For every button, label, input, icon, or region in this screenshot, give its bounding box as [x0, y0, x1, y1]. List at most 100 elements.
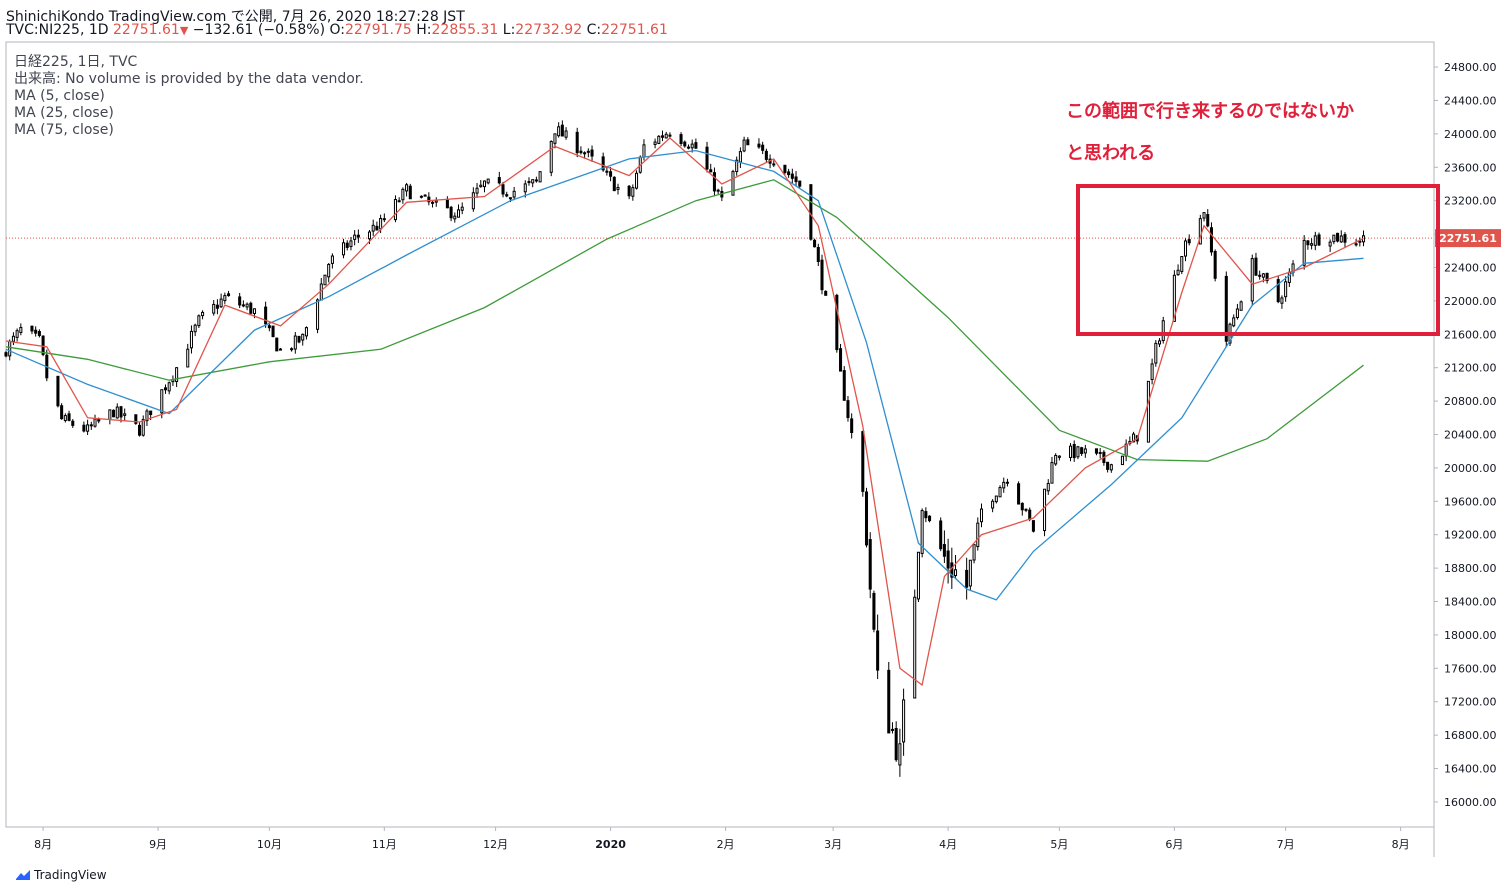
- candle-body: [549, 140, 553, 173]
- candle-body: [71, 420, 75, 426]
- candle-body: [1202, 212, 1206, 219]
- candle-body: [1005, 481, 1009, 484]
- candle-body: [1161, 320, 1165, 342]
- candle-body: [1187, 239, 1191, 244]
- candle-body: [1083, 448, 1087, 454]
- tradingview-branding[interactable]: TradingView: [16, 868, 107, 882]
- ma75-line: [5, 179, 1364, 462]
- candle-body: [1057, 455, 1061, 458]
- candle-body: [89, 424, 93, 427]
- candle-body: [660, 135, 665, 138]
- range-highlight-box: [1076, 184, 1440, 336]
- candle-body: [1154, 342, 1158, 364]
- candle-body: [408, 185, 412, 200]
- candle-body: [872, 592, 876, 630]
- candle-body: [471, 192, 475, 210]
- candle-body: [249, 302, 253, 314]
- candle-body: [97, 419, 101, 422]
- candle-body: [275, 337, 279, 352]
- candle-body: [816, 246, 820, 262]
- time-tick-label: 12月: [483, 838, 508, 851]
- candle-body: [842, 370, 846, 401]
- candle-body: [1265, 272, 1269, 282]
- candle-body: [342, 242, 346, 256]
- ohlc-header: TVC:NI225, 1D 22751.61▼ −132.61 (−0.58%)…: [6, 22, 668, 38]
- price-tick-label: 23600.00: [1444, 161, 1497, 174]
- candle-body: [991, 500, 995, 509]
- candle-body: [998, 487, 1002, 498]
- candle-body: [138, 424, 142, 436]
- time-tick-label: 6月: [1165, 838, 1183, 851]
- candle-body: [902, 699, 906, 743]
- candle-body: [327, 263, 331, 278]
- legend-ma25[interactable]: MA (25, close): [14, 105, 114, 121]
- candle-body: [534, 179, 538, 182]
- candle-body: [890, 728, 894, 731]
- low-label: L:: [502, 22, 516, 38]
- candle-body: [1287, 271, 1291, 283]
- candle-body: [913, 596, 917, 699]
- high-label: H:: [416, 22, 432, 38]
- candle-body: [1358, 240, 1362, 243]
- candle-body: [163, 387, 168, 391]
- candle-body: [241, 304, 245, 307]
- candle-body: [482, 180, 486, 188]
- candle-body: [1172, 274, 1176, 322]
- candle-body: [67, 413, 71, 421]
- low-value: 22732.92: [515, 22, 583, 38]
- candle-body: [160, 389, 164, 414]
- candle-body: [1250, 258, 1254, 302]
- candle-body: [227, 293, 231, 297]
- candle-body: [1239, 301, 1243, 311]
- candle-body: [82, 424, 86, 432]
- candle-body: [215, 304, 219, 309]
- candle-body: [1080, 447, 1084, 454]
- close-label: C:: [586, 22, 602, 38]
- legend-ma75[interactable]: MA (75, close): [14, 122, 114, 138]
- candle-body: [189, 330, 193, 349]
- price-tick-label: 18400.00: [1444, 596, 1497, 609]
- legend-title[interactable]: 日経225, 1日, TVC: [14, 54, 138, 70]
- price-tick-label: 16000.00: [1444, 796, 1497, 809]
- candle-body: [134, 414, 138, 424]
- candle-body: [252, 308, 257, 314]
- candle-body: [924, 511, 928, 519]
- brand-name: TradingView: [34, 868, 107, 882]
- candle-body: [809, 184, 813, 240]
- candle-body: [271, 325, 275, 338]
- candle-body: [108, 409, 112, 420]
- candle-body: [1120, 455, 1124, 466]
- candle-body: [1054, 454, 1058, 465]
- indicator-legend: 日経225, 1日, TVC 出来高: No volume is provide…: [14, 54, 364, 139]
- candle-body: [764, 150, 768, 160]
- candle-body: [612, 176, 616, 192]
- candle-body: [946, 550, 950, 569]
- candle-body: [501, 184, 505, 195]
- candle-body: [115, 406, 119, 419]
- candle-body: [583, 152, 587, 155]
- candle-body: [1183, 240, 1188, 257]
- candle-body: [290, 348, 294, 351]
- candle-body: [1017, 483, 1021, 505]
- candle-body: [820, 259, 824, 291]
- candle-body: [301, 333, 305, 341]
- time-tick-label: 10月: [257, 838, 282, 851]
- candle-body: [353, 234, 357, 240]
- candle-body: [824, 290, 828, 296]
- candle-body: [193, 324, 197, 333]
- legend-ma5[interactable]: MA (5, close): [14, 88, 105, 104]
- legend-volume[interactable]: 出来高: No volume is provided by the data v…: [14, 71, 364, 87]
- price-tick-label: 24000.00: [1444, 128, 1497, 141]
- symbol-label: TVC:NI225, 1D: [6, 22, 109, 38]
- time-tick-label: 2月: [717, 838, 735, 851]
- price-tick-label: 19200.00: [1444, 529, 1497, 542]
- candle-body: [60, 405, 64, 420]
- time-tick-label: 9月: [149, 838, 167, 851]
- candle-body: [850, 418, 854, 434]
- candle-body: [523, 183, 527, 193]
- price-tick-label: 18000.00: [1444, 629, 1497, 642]
- candle-body: [627, 185, 631, 197]
- candle-body: [323, 274, 327, 286]
- candle-body: [449, 206, 453, 219]
